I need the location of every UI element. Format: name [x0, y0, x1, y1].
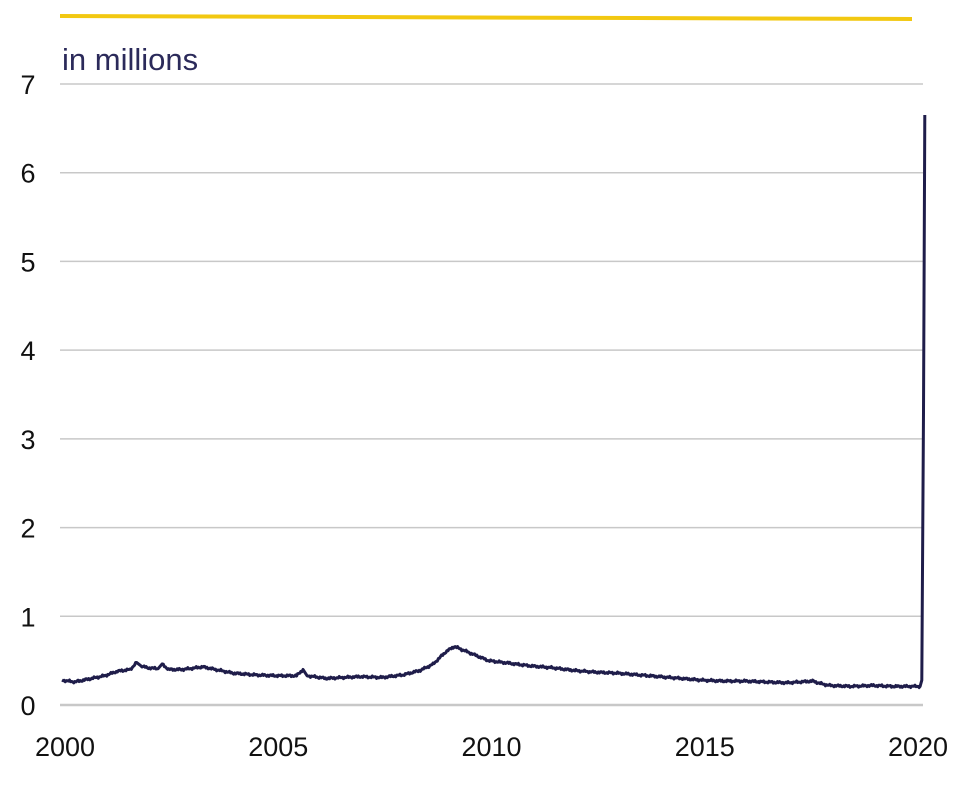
y-tick-label: 3 [20, 425, 35, 455]
accent-bar [59, 14, 913, 21]
y-tick-label: 5 [20, 247, 35, 277]
y-tick-label: 2 [20, 514, 35, 544]
y-tick-label: 0 [20, 691, 35, 721]
y-tick-label: 4 [20, 336, 35, 366]
x-tick-label: 2015 [675, 732, 735, 762]
x-tick-label: 2020 [888, 732, 948, 762]
x-tick-label: 2000 [35, 732, 95, 762]
series-line [61, 114, 927, 690]
y-tick-label: 6 [20, 159, 35, 189]
x-tick-label: 2010 [461, 732, 521, 762]
y-tick-label: 1 [20, 602, 35, 632]
y-tick-label: 7 [20, 70, 35, 100]
unit-label: in millions [62, 42, 198, 77]
x-tick-label: 2005 [248, 732, 308, 762]
